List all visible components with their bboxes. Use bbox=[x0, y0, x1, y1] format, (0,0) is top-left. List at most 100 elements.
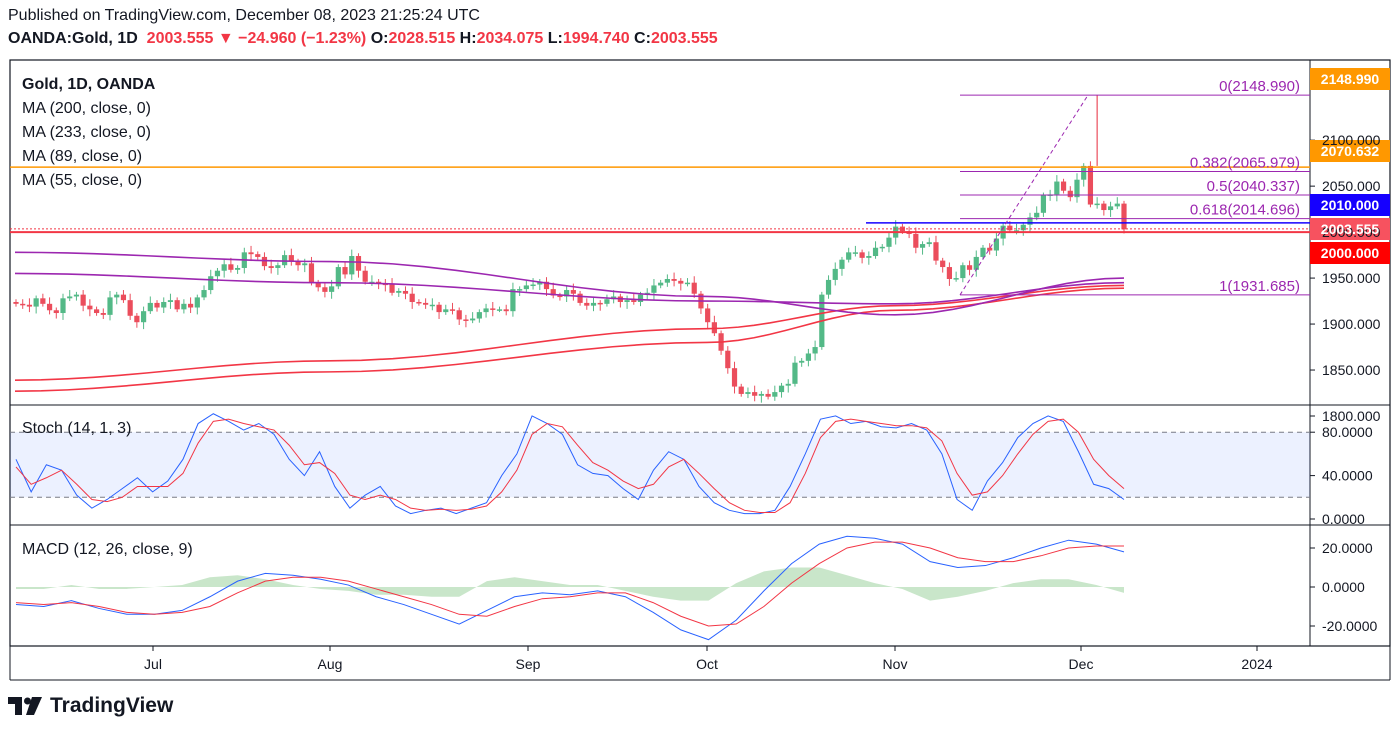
candle-body bbox=[483, 308, 489, 313]
candle-body bbox=[745, 392, 751, 394]
close-label: C: bbox=[634, 30, 651, 47]
macd-tick-label: -20.0000 bbox=[1322, 618, 1377, 634]
candle-body bbox=[322, 287, 328, 292]
symbol: OANDA:Gold, 1D bbox=[8, 30, 138, 47]
candle-body bbox=[443, 309, 449, 313]
candle-body bbox=[1007, 225, 1013, 231]
candle-body bbox=[308, 263, 315, 283]
candle-body bbox=[1101, 203, 1107, 211]
low-value: 1994.740 bbox=[562, 30, 630, 47]
legend-ma200: MA (200, close, 0) bbox=[22, 100, 151, 117]
candle-body bbox=[758, 393, 764, 396]
stoch-band-fill bbox=[10, 432, 1310, 498]
badge-round-level-box bbox=[1310, 242, 1390, 264]
badge-last-price-label: 2003.555 bbox=[1321, 221, 1380, 237]
candle-body bbox=[13, 301, 19, 304]
candle-body bbox=[987, 247, 993, 251]
chart-frame bbox=[9, 59, 1391, 647]
candle-body bbox=[295, 261, 301, 266]
candle-body bbox=[268, 266, 274, 268]
candle-body bbox=[1094, 203, 1100, 206]
candle-body bbox=[201, 290, 207, 298]
time-tick-label: Jul bbox=[144, 656, 162, 672]
candle-body bbox=[778, 385, 785, 393]
legend-title: Gold, 1D, OANDA bbox=[22, 76, 156, 93]
candle-body bbox=[691, 282, 697, 294]
badge-round-level-label: 2000.000 bbox=[1321, 245, 1380, 261]
candle-body bbox=[436, 304, 442, 313]
candle-body bbox=[214, 270, 221, 277]
macd-signal-line bbox=[15, 541, 1124, 627]
candle-body bbox=[73, 294, 80, 297]
tradingview-wordmark: TradingView bbox=[50, 694, 174, 717]
candle-body bbox=[543, 281, 550, 290]
candle-body bbox=[684, 282, 691, 285]
tradingview-logo[interactable]: TradingView bbox=[8, 694, 173, 718]
candle-body bbox=[785, 383, 791, 386]
badge-blue-level-box bbox=[1310, 194, 1390, 216]
candle-body bbox=[1074, 179, 1080, 198]
candle-body bbox=[725, 350, 731, 369]
candle-body bbox=[550, 289, 556, 296]
candle-body bbox=[966, 265, 973, 270]
candle-body bbox=[120, 294, 127, 301]
candle-body bbox=[577, 293, 583, 303]
candle-body bbox=[46, 303, 53, 311]
candle-body bbox=[678, 280, 684, 284]
price-tick-label: 2050.000 bbox=[1322, 178, 1381, 194]
legend-macd: MACD (12, 26, close, 9) bbox=[22, 541, 193, 558]
candle-body bbox=[423, 302, 429, 305]
candle-body bbox=[946, 267, 953, 280]
candle-body bbox=[147, 302, 153, 312]
macd-tick-label: 0.0000 bbox=[1322, 579, 1365, 595]
price-tick-label: 1800.000 bbox=[1322, 408, 1381, 424]
legend-ma89: MA (89, close, 0) bbox=[22, 148, 142, 165]
candle-body bbox=[792, 362, 798, 384]
candle-body bbox=[187, 303, 194, 308]
price-change: −24.960 (−1.23%) bbox=[238, 30, 367, 47]
moving-average-ma233 bbox=[14, 287, 1125, 392]
fib-level-label: 0(2148.990) bbox=[1219, 78, 1300, 95]
candle-body bbox=[886, 237, 892, 247]
price-tick-label: 1950.000 bbox=[1322, 270, 1381, 286]
candle-body bbox=[705, 308, 711, 323]
stoch-d-line bbox=[15, 418, 1125, 513]
legend-stoch: Stoch (14, 1, 3) bbox=[22, 420, 131, 437]
candle-body bbox=[1107, 206, 1114, 211]
candle-body bbox=[926, 242, 932, 245]
candle-body bbox=[597, 302, 603, 305]
candle-body bbox=[255, 254, 261, 257]
candle-body bbox=[846, 252, 852, 260]
candle-body bbox=[731, 368, 738, 387]
candle-body bbox=[496, 309, 503, 311]
candle-body bbox=[140, 311, 147, 323]
candle-body bbox=[1121, 203, 1127, 230]
candle-body bbox=[993, 238, 1000, 251]
candle-body bbox=[409, 293, 415, 302]
candle-body bbox=[738, 386, 744, 394]
candle-body bbox=[463, 319, 469, 321]
candle-body bbox=[651, 285, 657, 293]
macd-tick-label: 20.0000 bbox=[1322, 540, 1373, 556]
ohlc-line: OANDA:Gold, 1D 2003.555 ▼ −24.960 (−1.23… bbox=[8, 30, 718, 48]
candle-body bbox=[114, 294, 120, 298]
candle-body bbox=[604, 299, 610, 304]
stoch-k-line bbox=[15, 413, 1125, 515]
low-label: L: bbox=[547, 30, 563, 47]
candle-body bbox=[429, 304, 435, 307]
badge-orange-level-label: 2070.632 bbox=[1321, 143, 1380, 159]
candle-body bbox=[517, 289, 523, 291]
fib-level-label: 0.618(2014.696) bbox=[1190, 202, 1300, 219]
chart-canvas[interactable]: 1800.000 1850.000 1900.000 1950.000 2000.000… bbox=[0, 0, 1400, 690]
candle-body bbox=[302, 263, 308, 266]
candle-body bbox=[476, 312, 482, 319]
candle-body bbox=[866, 256, 872, 258]
candle-body bbox=[154, 302, 160, 308]
candle-body bbox=[557, 295, 563, 298]
price-tick-label: 2100.000 bbox=[1322, 132, 1381, 148]
candle-body bbox=[490, 308, 496, 310]
candle-body bbox=[960, 265, 966, 279]
down-arrow-icon: ▼ bbox=[217, 30, 234, 47]
time-tick-label: Nov bbox=[883, 656, 908, 672]
candle-body bbox=[772, 392, 778, 397]
